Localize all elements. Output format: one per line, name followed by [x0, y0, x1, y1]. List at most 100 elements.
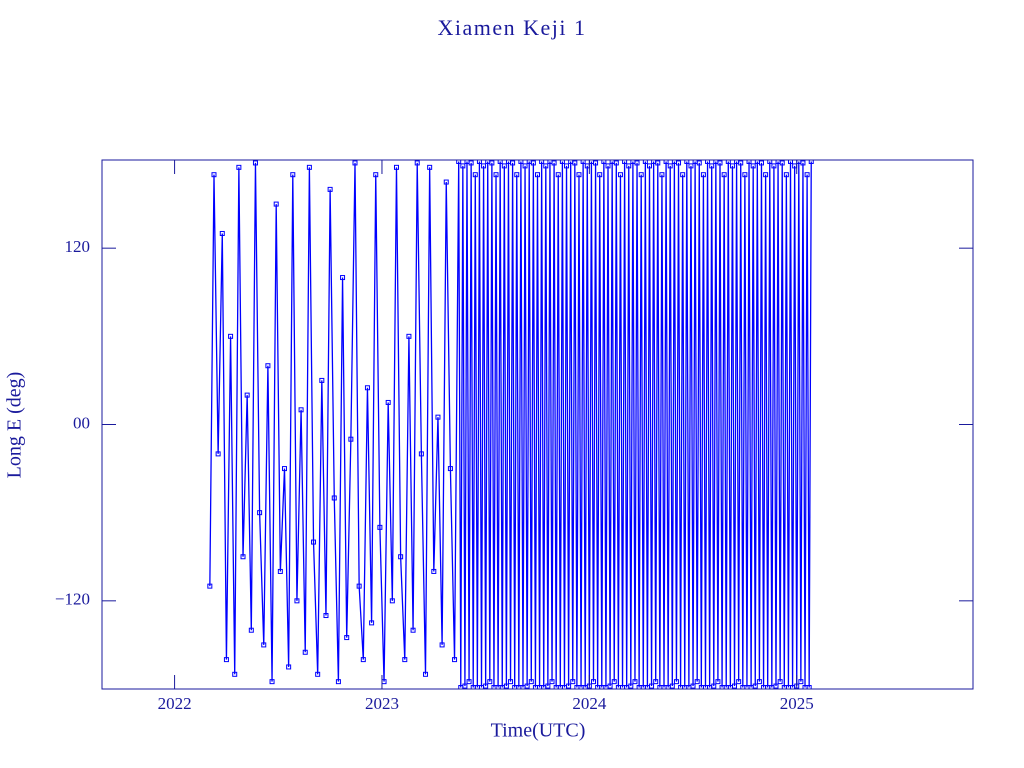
point-marker [549, 679, 555, 685]
x-axis-label: Time(UTC) [491, 720, 586, 742]
point-marker [418, 451, 424, 457]
point-marker [410, 627, 416, 633]
point-marker [447, 466, 453, 472]
point-marker [373, 172, 379, 178]
point-marker [319, 377, 325, 383]
chart-title: Xiamen Keji 1 [437, 15, 586, 40]
point-marker [223, 657, 229, 663]
point-marker [638, 172, 644, 178]
point-marker [439, 642, 445, 648]
point-marker [564, 163, 570, 169]
point-marker [659, 172, 665, 178]
point-marker [528, 679, 534, 685]
point-marker [462, 683, 468, 689]
point-marker [493, 172, 499, 178]
point-marker [576, 172, 582, 178]
y-tick-label: −120 [55, 590, 90, 609]
point-marker [539, 160, 545, 164]
point-marker [402, 657, 408, 663]
point-marker [551, 160, 557, 166]
point-marker [622, 160, 628, 164]
point-marker [694, 679, 700, 685]
point-marker [572, 160, 578, 166]
point-marker [290, 172, 296, 178]
point-marker [352, 160, 358, 166]
point-marker [487, 679, 493, 685]
point-marker [767, 160, 773, 164]
point-marker [468, 160, 474, 166]
point-marker [611, 679, 617, 685]
x-tick-label: 2025 [780, 694, 814, 713]
point-marker [232, 671, 238, 677]
point-marker [626, 163, 632, 169]
point-marker [804, 172, 810, 178]
point-marker [476, 160, 482, 164]
point-marker [443, 179, 449, 185]
point-marker [545, 683, 551, 689]
point-marker [696, 160, 702, 166]
point-marker [605, 163, 611, 169]
point-marker [344, 635, 350, 641]
point-marker [806, 685, 812, 689]
point-marker [514, 172, 520, 178]
point-marker [393, 164, 399, 170]
point-marker [690, 683, 696, 689]
point-marker [593, 160, 599, 166]
point-marker [800, 160, 806, 166]
x-tick-label: 2022 [158, 694, 192, 713]
point-marker [580, 160, 586, 164]
point-marker [298, 407, 304, 413]
point-marker [281, 466, 287, 472]
point-marker [369, 620, 375, 626]
point-marker [779, 160, 785, 166]
point-marker [738, 160, 744, 166]
point-marker [364, 385, 370, 391]
point-marker [340, 275, 346, 281]
point-marker [219, 230, 225, 236]
plot-area [207, 160, 814, 689]
point-marker [773, 683, 779, 689]
point-marker [758, 160, 764, 166]
y-axis-label: Long E (deg) [4, 372, 26, 479]
point-marker [628, 683, 634, 689]
point-marker [601, 160, 607, 164]
point-marker [406, 333, 412, 339]
point-marker [228, 333, 234, 339]
point-marker [555, 172, 561, 178]
point-marker [717, 160, 723, 166]
point-marker [798, 679, 804, 685]
point-marker [306, 164, 312, 170]
point-marker [311, 539, 317, 545]
point-marker [613, 160, 619, 166]
point-marker [244, 392, 250, 398]
y-tick-label: 00 [73, 413, 90, 432]
point-marker [736, 679, 742, 685]
point-marker [788, 160, 794, 164]
point-marker [756, 679, 762, 685]
series-line [209, 161, 812, 688]
point-marker [634, 160, 640, 166]
point-marker [460, 163, 466, 169]
point-marker [597, 172, 603, 178]
x-tick-label: 2024 [572, 694, 607, 713]
point-marker [655, 160, 661, 166]
point-marker [646, 163, 652, 169]
point-marker [431, 568, 437, 574]
point-marker [483, 683, 489, 689]
point-marker [261, 642, 267, 648]
point-marker [715, 679, 721, 685]
point-marker [750, 163, 756, 169]
point-marker [632, 679, 638, 685]
point-marker [711, 683, 717, 689]
point-marker [771, 163, 777, 169]
point-marker [617, 172, 623, 178]
point-marker [452, 657, 458, 663]
point-marker [570, 679, 576, 685]
point-marker [356, 583, 362, 589]
point-marker [673, 679, 679, 685]
point-marker [709, 163, 715, 169]
point-marker [302, 649, 308, 655]
point-marker [466, 679, 472, 685]
point-marker [207, 583, 213, 589]
point-marker [377, 524, 383, 530]
